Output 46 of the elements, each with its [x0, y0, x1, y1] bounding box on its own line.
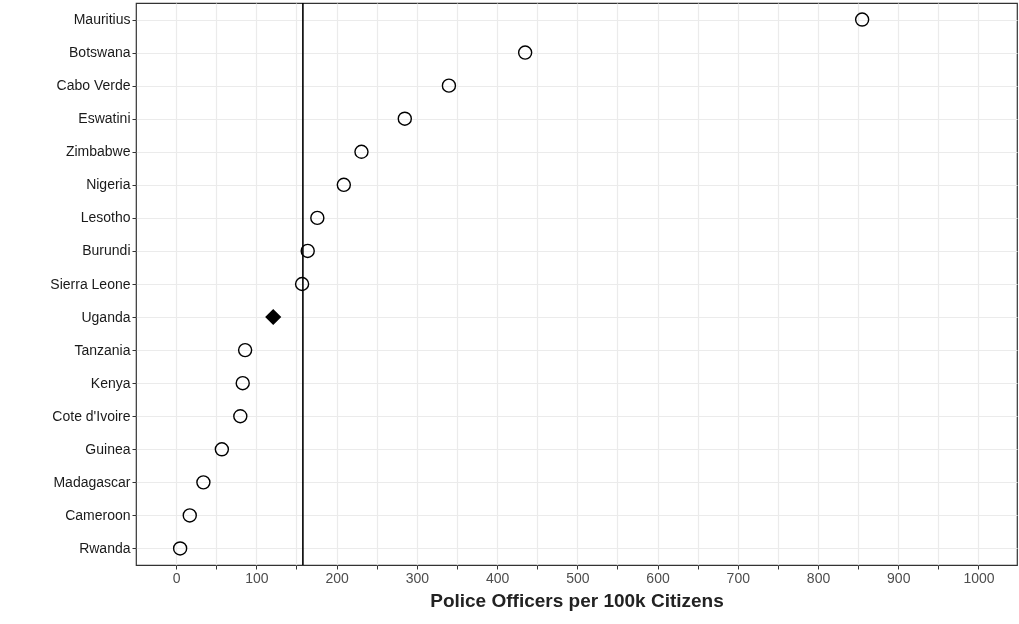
y-tick-label: Cabo Verde	[56, 77, 131, 94]
x-tick-label: 300	[405, 569, 430, 586]
point	[294, 276, 310, 292]
point	[336, 177, 352, 193]
point	[397, 111, 413, 126]
y-tick-label: Madagascar	[53, 473, 131, 490]
x-axis-title: Police Officers per 100k Citizens	[430, 589, 724, 611]
x-tick-label: 0	[172, 569, 181, 586]
y-tick-label: Lesotho	[80, 209, 131, 226]
point	[233, 409, 248, 424]
x-tick-label: 800	[806, 569, 831, 586]
point	[172, 541, 188, 556]
x-tick-label: 1000	[963, 569, 995, 586]
point	[214, 442, 230, 457]
point	[235, 375, 250, 391]
y-tick-label: Cameroon	[65, 506, 131, 523]
x-tick-label: 900	[887, 569, 911, 586]
x-tick-label: 600	[646, 569, 670, 586]
point	[265, 309, 281, 325]
y-tick-label: Zimbabwe	[65, 143, 131, 160]
y-tick-label: Botswana	[69, 44, 131, 61]
y-tick-label: Rwanda	[79, 539, 131, 556]
y-tick-label: Mauritius	[73, 11, 131, 28]
y-tick-label: Eswatini	[78, 110, 131, 127]
point	[354, 144, 369, 159]
y-tick-label: Kenya	[90, 374, 131, 391]
point	[854, 12, 870, 27]
point	[310, 210, 325, 226]
x-tick-label: 400	[485, 569, 510, 586]
y-tick-label: Guinea	[85, 440, 131, 457]
x-tick-label: 200	[325, 569, 349, 586]
y-tick-label: Tanzania	[74, 341, 131, 358]
point	[300, 243, 315, 259]
point	[441, 78, 457, 93]
point	[196, 475, 211, 490]
y-tick-label: Cote d'Ivoire	[52, 407, 131, 424]
y-tick-label: Uganda	[81, 308, 131, 325]
y-tick-label: Burundi	[82, 242, 131, 259]
x-tick-label: 500	[566, 569, 590, 586]
y-tick-label: Sierra Leone	[50, 275, 131, 292]
x-tick-label: 100	[245, 569, 269, 586]
point	[517, 45, 533, 60]
x-tick-label: 700	[726, 569, 751, 586]
point	[237, 342, 253, 358]
y-tick-label: Nigeria	[86, 176, 131, 193]
point	[182, 508, 197, 523]
